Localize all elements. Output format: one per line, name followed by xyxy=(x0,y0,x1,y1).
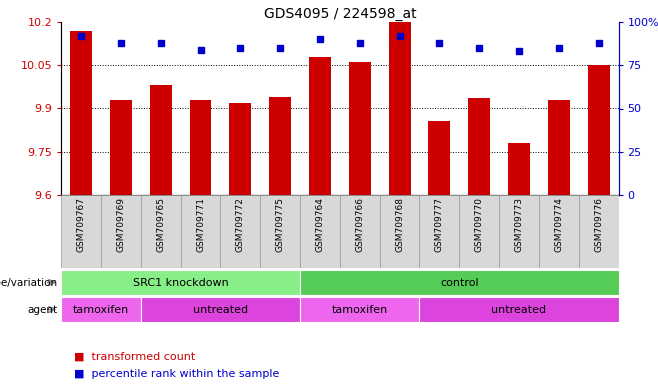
Bar xyxy=(380,195,420,268)
Bar xyxy=(300,297,420,322)
Text: GSM709764: GSM709764 xyxy=(315,197,324,252)
Text: SRC1 knockdown: SRC1 knockdown xyxy=(133,278,228,288)
Bar xyxy=(349,62,370,195)
Bar xyxy=(499,195,539,268)
Text: control: control xyxy=(440,278,478,288)
Bar xyxy=(389,22,411,195)
Text: GSM709767: GSM709767 xyxy=(76,197,86,252)
Bar xyxy=(588,65,609,195)
Text: tamoxifen: tamoxifen xyxy=(73,305,129,314)
Bar xyxy=(180,195,220,268)
Text: untreated: untreated xyxy=(193,305,248,314)
Title: GDS4095 / 224598_at: GDS4095 / 224598_at xyxy=(264,7,416,21)
Bar xyxy=(110,100,132,195)
Bar xyxy=(468,98,490,195)
Bar xyxy=(61,195,101,268)
Text: GSM709765: GSM709765 xyxy=(156,197,165,252)
Bar xyxy=(579,195,619,268)
Bar xyxy=(340,195,380,268)
Bar xyxy=(300,270,619,295)
Bar xyxy=(61,297,141,322)
Bar xyxy=(70,31,92,195)
Text: tamoxifen: tamoxifen xyxy=(332,305,388,314)
Bar xyxy=(548,100,570,195)
Bar xyxy=(420,195,459,268)
Bar xyxy=(300,195,340,268)
Text: ■  transformed count: ■ transformed count xyxy=(74,352,195,362)
Text: GSM709769: GSM709769 xyxy=(116,197,126,252)
Text: GSM709775: GSM709775 xyxy=(276,197,285,252)
Bar xyxy=(260,195,300,268)
Bar xyxy=(269,97,291,195)
Bar xyxy=(61,270,300,295)
Bar xyxy=(101,195,141,268)
Text: GSM709774: GSM709774 xyxy=(554,197,563,252)
Bar xyxy=(141,195,180,268)
Bar xyxy=(190,100,211,195)
Bar xyxy=(230,103,251,195)
Text: GSM709768: GSM709768 xyxy=(395,197,404,252)
Bar xyxy=(459,195,499,268)
Text: GSM709770: GSM709770 xyxy=(474,197,484,252)
Bar xyxy=(428,121,450,195)
Text: GSM709776: GSM709776 xyxy=(594,197,603,252)
Text: ■  percentile rank within the sample: ■ percentile rank within the sample xyxy=(74,369,280,379)
Text: untreated: untreated xyxy=(492,305,547,314)
Text: GSM709773: GSM709773 xyxy=(515,197,524,252)
Bar xyxy=(220,195,261,268)
Bar xyxy=(420,297,619,322)
Bar xyxy=(150,85,172,195)
Text: GSM709771: GSM709771 xyxy=(196,197,205,252)
Text: GSM709766: GSM709766 xyxy=(355,197,365,252)
Bar xyxy=(508,143,530,195)
Bar xyxy=(309,56,331,195)
Text: GSM709777: GSM709777 xyxy=(435,197,444,252)
Text: GSM709772: GSM709772 xyxy=(236,197,245,252)
Bar xyxy=(539,195,579,268)
Text: agent: agent xyxy=(28,305,58,314)
Text: genotype/variation: genotype/variation xyxy=(0,278,58,288)
Bar xyxy=(141,297,300,322)
